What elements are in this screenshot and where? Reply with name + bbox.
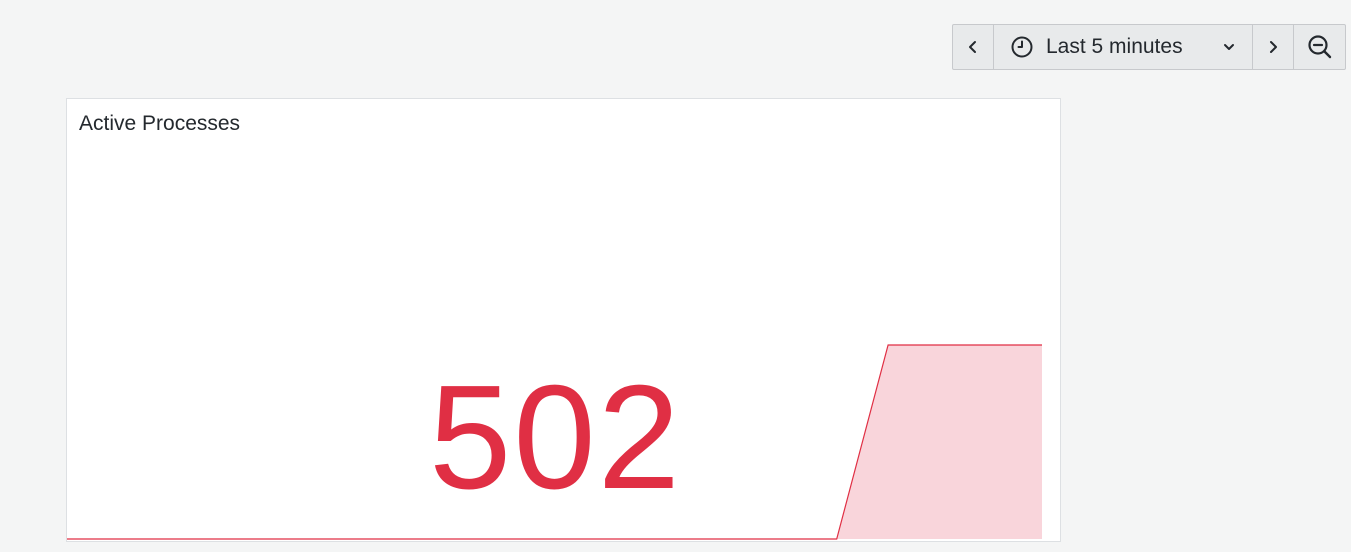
chevron-right-icon	[1266, 40, 1280, 54]
clock-icon	[1010, 35, 1034, 59]
chevron-left-icon	[966, 40, 980, 54]
time-range-picker-button[interactable]: Last 5 minutes	[993, 25, 1252, 69]
time-range-forward-button[interactable]	[1252, 25, 1293, 69]
time-range-back-button[interactable]	[953, 25, 993, 69]
chevron-down-icon	[1222, 40, 1236, 54]
active-processes-panel: Active Processes 502	[66, 98, 1061, 542]
time-range-label: Last 5 minutes	[1046, 35, 1183, 58]
panel-title: Active Processes	[79, 112, 241, 135]
stat-value: 502	[429, 355, 682, 520]
zoom-out-button[interactable]	[1293, 25, 1345, 69]
sparkline-area	[67, 345, 1042, 539]
sparkline-line	[67, 344, 1042, 540]
zoom-out-icon	[1307, 34, 1333, 60]
time-picker-toolbar: Last 5 minutes	[952, 24, 1346, 70]
sparkline-chart	[67, 344, 1042, 540]
